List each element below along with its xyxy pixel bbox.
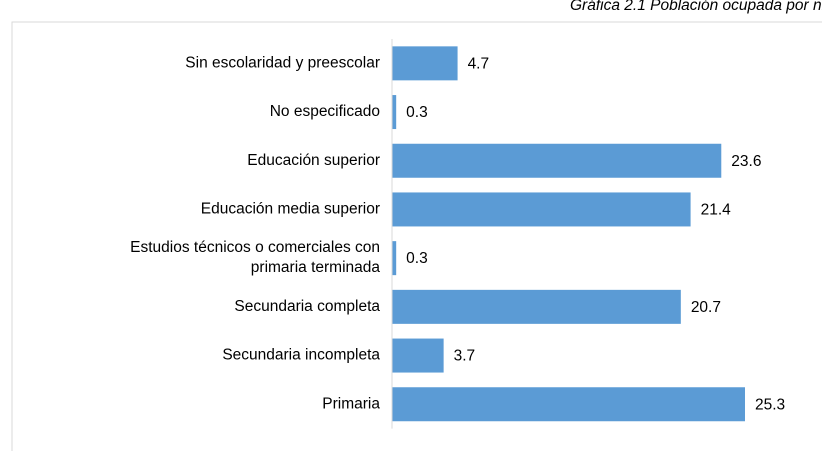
y-tick-label: Secundaria completa bbox=[234, 298, 380, 315]
bar bbox=[392, 143, 722, 178]
data-label: 21.4 bbox=[701, 202, 732, 219]
chart-frame bbox=[11, 21, 822, 451]
data-label: 0.3 bbox=[406, 250, 428, 267]
bar bbox=[392, 338, 444, 373]
data-label: 3.7 bbox=[454, 348, 476, 365]
chart-title: Gráfica 2.1 Población ocupada por nivel … bbox=[570, 0, 822, 14]
y-tick-label: Educación superior bbox=[247, 152, 380, 169]
bar bbox=[392, 46, 458, 81]
bar bbox=[392, 387, 745, 422]
bar bbox=[392, 241, 397, 276]
y-tick-label: Secundaria incompleta bbox=[222, 347, 380, 364]
y-tick-label: Educación media superior bbox=[201, 201, 380, 218]
data-label: 20.7 bbox=[691, 299, 721, 316]
y-tick-label: Primaria bbox=[322, 395, 380, 412]
data-label: 25.3 bbox=[755, 396, 785, 413]
data-label: 23.6 bbox=[731, 153, 761, 170]
y-tick-label: Estudios técnicos o comerciales con prima… bbox=[130, 239, 380, 276]
data-label: 0.3 bbox=[406, 104, 428, 121]
y-tick-label: Sin escolaridad y preescolar bbox=[185, 54, 380, 71]
y-tick-label: No especificado bbox=[270, 103, 380, 120]
data-label: 4.7 bbox=[468, 55, 490, 72]
bar bbox=[392, 289, 681, 324]
bar bbox=[392, 95, 397, 130]
bar bbox=[392, 192, 691, 227]
